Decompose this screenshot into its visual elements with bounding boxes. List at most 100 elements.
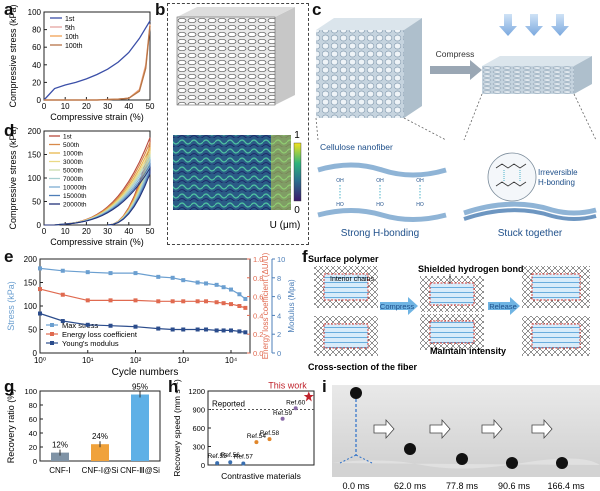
y-tick-label: 0	[37, 96, 42, 105]
legend-marker	[50, 341, 54, 345]
x-tick-label: CNF-Ⅰ	[49, 466, 70, 475]
data-point	[38, 266, 42, 271]
x-tick-label: CNF-Ⅲ@Si	[120, 466, 160, 475]
legend-label: 1st	[63, 134, 72, 141]
y3-tick-label: 0	[277, 349, 281, 358]
x-tick-label: 10³	[177, 356, 189, 365]
data-point	[237, 292, 242, 297]
panel-label-a: a	[4, 0, 14, 19]
data-point	[133, 298, 138, 303]
fiber-cross-sections	[314, 266, 590, 356]
x-tick-label: 10¹	[82, 356, 94, 365]
cellulose-caption: Cellulose nanofiber	[320, 142, 393, 152]
ball-frame-3	[456, 453, 468, 465]
legend-label: 1000th	[63, 151, 83, 158]
y-tick-label: 0	[201, 461, 205, 470]
data-point	[133, 271, 138, 276]
time-label-1: 0.0 ms	[342, 481, 370, 491]
data-point	[108, 323, 113, 328]
panel-label-b: b	[155, 0, 166, 19]
data-point	[60, 268, 65, 273]
panel-label-d: d	[4, 121, 15, 140]
legend-marker	[50, 323, 54, 327]
y3-tick-label: 8	[277, 274, 281, 283]
y-tick-label: 40	[32, 61, 41, 70]
y-tick-label: 600	[192, 424, 205, 433]
point-label: Ref.60	[286, 399, 306, 406]
y-tick-label: 900	[192, 406, 205, 415]
y-tick-label: 200	[28, 127, 42, 136]
legend-label: 3000th	[63, 159, 83, 166]
zoom-line-left-1	[315, 117, 319, 141]
irreversible-label: Irreversible	[538, 168, 578, 177]
chart-a: 0 10 20 30 40 50 0 20 40 60 80 100 Compressive strai…	[8, 4, 155, 122]
data-point	[228, 287, 233, 292]
y-tick-label: 150	[28, 151, 42, 160]
strong-hbonding-label: Strong H-bonding	[341, 228, 419, 239]
bar-value-label: 95%	[132, 383, 148, 392]
data-point	[156, 299, 161, 304]
press-arrows	[499, 14, 569, 36]
data-point	[108, 271, 113, 276]
point-Ref.57	[241, 461, 246, 466]
y-tick-label: 60	[29, 415, 37, 424]
panel-label-f: f	[302, 247, 308, 266]
data-point	[243, 296, 248, 301]
point-Ref.56	[228, 460, 233, 465]
honeycomb-block-side	[404, 18, 422, 118]
data-point	[228, 302, 233, 307]
colorbar-label: U (μm)	[270, 220, 301, 231]
data-point	[181, 327, 186, 332]
data-point	[170, 275, 175, 280]
legend-label: 1st	[65, 16, 74, 23]
series-line-Energy loss coefficient	[39, 288, 246, 309]
y2-axis-label: Energy loss coefficient (ΔU/U)	[261, 252, 270, 359]
y3-tick-label: 2	[277, 330, 281, 339]
x-tick-label: 20	[82, 227, 91, 236]
data-point	[85, 270, 90, 275]
point-Ref.54	[254, 440, 259, 445]
y-tick-label: 80	[29, 401, 37, 410]
data-point	[237, 304, 242, 308]
data-point	[221, 301, 226, 306]
oh-label: HO	[416, 202, 424, 208]
time-label-2: 62.0 ms	[394, 481, 427, 491]
data-point	[60, 319, 65, 324]
data-point	[221, 328, 226, 333]
y-tick-label: 50	[28, 326, 37, 335]
y-axis-label: Stress (kPa)	[6, 281, 16, 331]
panel-label-g: g	[4, 377, 15, 396]
y-tick-label: 300	[192, 443, 205, 452]
cross-section-label: Cross-section of the fiber	[308, 362, 418, 372]
porous-block-front	[176, 16, 276, 106]
colorbar-max: 1	[294, 130, 300, 141]
x-tick-label: 0	[42, 227, 47, 236]
chart-e: 0 50 100 150 200 0.0 0.2 0.4 0.6 0.8 1.0 0 2 4 6 8 10 10⁰…	[6, 252, 296, 378]
compress-arrow-f	[380, 297, 418, 315]
y2-tick-label: 1.0	[253, 255, 263, 264]
panel-b-figure: 1 0 U (μm)	[173, 7, 302, 231]
ball-frame-1	[350, 387, 362, 399]
stuck-together-label: Stuck together	[498, 228, 563, 239]
legend-label: Energy loss coefficient	[62, 330, 138, 339]
y3-axis-label: Modulus (Mpa)	[287, 279, 296, 333]
oh-label: HO	[376, 202, 384, 208]
data-point	[195, 280, 200, 285]
x-tick-label: 40	[124, 102, 133, 111]
y-tick-label: 20	[32, 78, 41, 87]
y2-tick-label: 0.0	[253, 349, 263, 358]
panel-label-c: c	[312, 0, 322, 19]
panel-label-i: i	[322, 377, 327, 396]
y-tick-label: 200	[24, 255, 38, 264]
compress-arrow	[430, 60, 482, 80]
maintain-intensity-label: Maintain intensity	[430, 346, 506, 356]
y-tick-label: 40	[29, 429, 37, 438]
zoom-line-right-1	[463, 93, 483, 141]
y-tick-label: 60	[32, 43, 41, 52]
point-Ref.55	[215, 461, 220, 466]
legend-label: 10000th	[63, 185, 87, 192]
data-point	[170, 299, 175, 304]
y-tick-label: 0	[37, 221, 42, 230]
legend-marker	[50, 332, 54, 336]
x-tick-label: 20	[82, 102, 91, 111]
